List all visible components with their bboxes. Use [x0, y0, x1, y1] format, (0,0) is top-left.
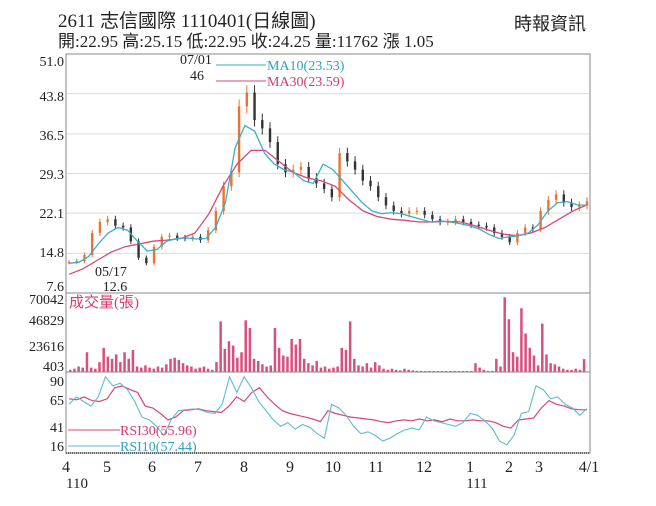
volume-panel-frame — [65, 292, 591, 373]
ma10-line — [68, 124, 588, 264]
price-ylabel: 43.8 — [40, 90, 65, 105]
ohlc-summary: 開:22.95 高:25.15 低:22.95 收:24.25 量:11762 … — [58, 32, 434, 51]
x-tick-label: 9 — [286, 459, 294, 476]
rsi-ylabel: 65 — [50, 394, 64, 409]
rsi-ylabel: 16 — [50, 440, 64, 455]
ma30-line — [68, 149, 588, 275]
volume-ylabel: 70042 — [29, 293, 64, 308]
price-ylabel: 29.3 — [40, 168, 65, 183]
x-tick-label: 2 — [505, 459, 513, 476]
volume-ylabel: 46829 — [29, 314, 64, 329]
price-ylabel: 22.1 — [40, 207, 65, 222]
rsi-ylabel: 41 — [50, 421, 64, 436]
rsi10-line — [68, 375, 588, 446]
rsi10-legend: RSI10(57.44) — [120, 440, 197, 455]
source-label: 時報資訊 — [514, 14, 586, 34]
rsi-ylabel: 90 — [50, 375, 64, 390]
price-ylabel: 36.5 — [40, 129, 65, 144]
x-tick-label: 11 — [368, 459, 383, 476]
ma30-legend: MA30(23.59) — [267, 75, 345, 90]
x-tick-label: 4 — [62, 459, 70, 476]
x-tick-label: 10 — [325, 459, 341, 476]
volume-bars — [69, 297, 586, 372]
price-ylabel: 51.0 — [40, 55, 65, 70]
high-annotation-value: 46 — [190, 69, 204, 84]
low-annotation-date: 05/17 — [95, 265, 127, 280]
x-tick-label: 7 — [194, 459, 202, 476]
rsi30-legend: RSI30(55.96) — [120, 424, 197, 439]
chart-title: 2611 志信國際 1110401(日線圖) — [58, 11, 316, 32]
year-label: 111 — [466, 476, 487, 492]
year-label: 110 — [66, 476, 88, 492]
price-ylabel: 7.6 — [47, 280, 65, 295]
x-tick-label: 4/1 — [579, 459, 599, 476]
volume-ylabel: 23616 — [29, 340, 64, 355]
high-annotation-date: 07/01 — [180, 53, 212, 68]
price-candles — [67, 85, 589, 266]
ma10-legend: MA10(23.53) — [267, 59, 345, 74]
x-tick-label: 1 — [466, 459, 474, 476]
price-gridlines — [67, 93, 589, 254]
low-annotation-value: 12.6 — [103, 280, 128, 295]
x-tick-label: 12 — [416, 459, 432, 476]
x-tick-label: 5 — [103, 459, 111, 476]
x-tick-label: 8 — [240, 459, 248, 476]
price-ylabel: 14.8 — [40, 246, 65, 261]
volume-title: 成交量(張) — [69, 293, 139, 311]
x-axis-labels: 4 5 6 7 8 9 10 11 12 1 2 3 4/1110 111 — [62, 459, 599, 492]
x-tick-label: 3 — [535, 459, 543, 476]
rsi30-line — [68, 385, 587, 429]
volume-ylabel: 403 — [43, 360, 64, 375]
x-tick-label: 6 — [148, 459, 156, 476]
